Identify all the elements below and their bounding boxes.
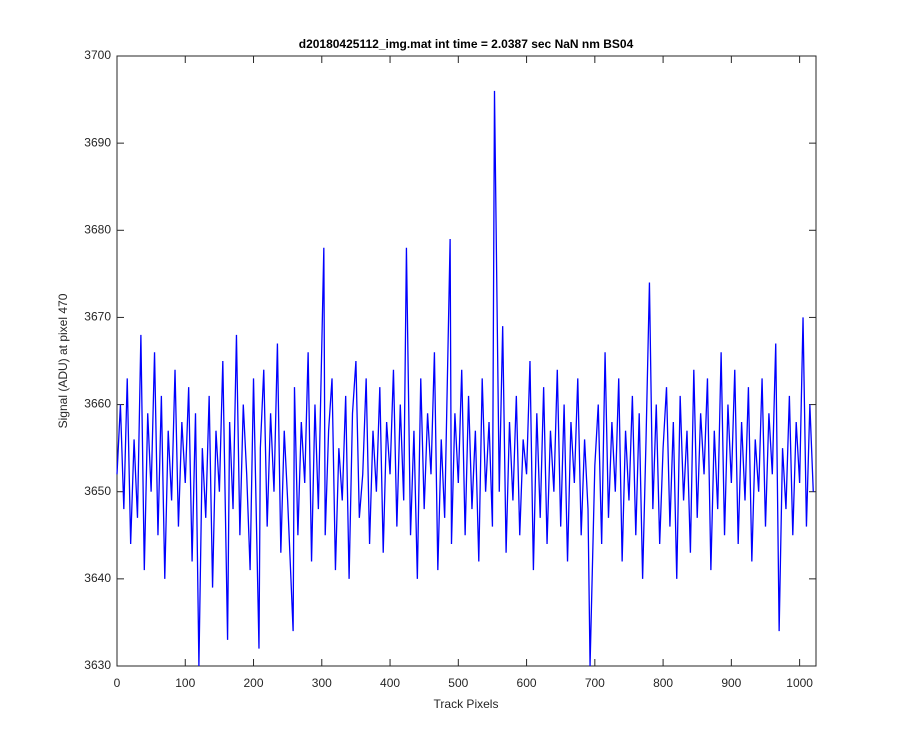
x-tick-label: 400 <box>380 676 400 690</box>
x-tick-label: 600 <box>517 676 537 690</box>
x-tick-label: 300 <box>312 676 332 690</box>
x-tick-label: 100 <box>175 676 195 690</box>
x-tick-label: 900 <box>721 676 741 690</box>
y-tick-label: 3700 <box>84 48 111 62</box>
x-tick-label: 200 <box>244 676 264 690</box>
y-tick-label: 3670 <box>84 310 111 324</box>
y-tick-label: 3640 <box>84 571 111 585</box>
x-tick-label: 0 <box>114 676 121 690</box>
x-axis-label: Track Pixels <box>434 697 499 711</box>
y-tick-label: 3630 <box>84 658 111 672</box>
plot-area <box>116 55 817 667</box>
x-tick-label: 700 <box>585 676 605 690</box>
data-line <box>116 90 814 667</box>
chart-title: d20180425112_img.mat int time = 2.0387 s… <box>299 37 634 51</box>
y-tick-label: 3680 <box>84 222 111 236</box>
y-tick-label: 3690 <box>84 135 111 149</box>
x-tick-label: 1000 <box>786 676 813 690</box>
y-axis-label: Signal (ADU) at pixel 470 <box>56 293 70 428</box>
y-tick-label: 3650 <box>84 484 111 498</box>
x-tick-label: 800 <box>653 676 673 690</box>
x-tick-label: 500 <box>448 676 468 690</box>
y-tick-label: 3660 <box>84 397 111 411</box>
